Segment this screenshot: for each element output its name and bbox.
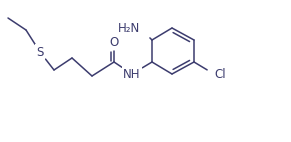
Text: H₂N: H₂N — [118, 21, 140, 35]
Text: NH: NH — [123, 67, 141, 81]
Text: O: O — [109, 36, 119, 49]
Text: S: S — [36, 45, 44, 59]
Text: Cl: Cl — [214, 67, 226, 81]
